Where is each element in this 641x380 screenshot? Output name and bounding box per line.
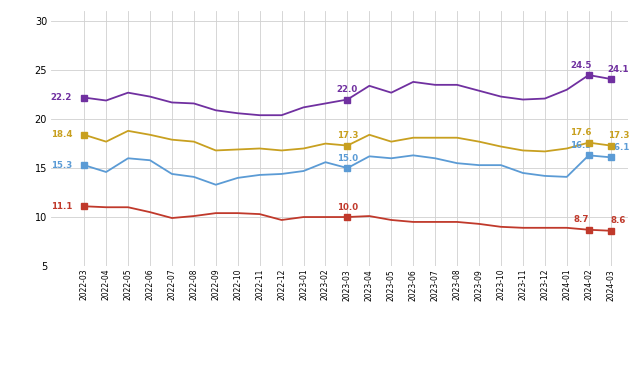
Text: 17.3: 17.3 [337,131,358,140]
Text: 16.3: 16.3 [570,141,592,150]
Text: 15.0: 15.0 [337,154,358,163]
Text: 16.1: 16.1 [608,143,629,152]
Text: 17.3: 17.3 [608,131,629,140]
Text: 11.1: 11.1 [51,202,72,211]
Text: 18.4: 18.4 [51,130,72,139]
Text: 24.5: 24.5 [570,61,592,70]
Text: 22.2: 22.2 [51,93,72,102]
Text: 22.0: 22.0 [337,85,358,94]
Text: 8.7: 8.7 [573,215,589,224]
Text: 10.0: 10.0 [337,203,358,212]
Text: 8.6: 8.6 [611,216,626,225]
Text: 17.6: 17.6 [570,128,592,137]
Text: 24.1: 24.1 [608,65,629,74]
Text: 15.3: 15.3 [51,161,72,169]
